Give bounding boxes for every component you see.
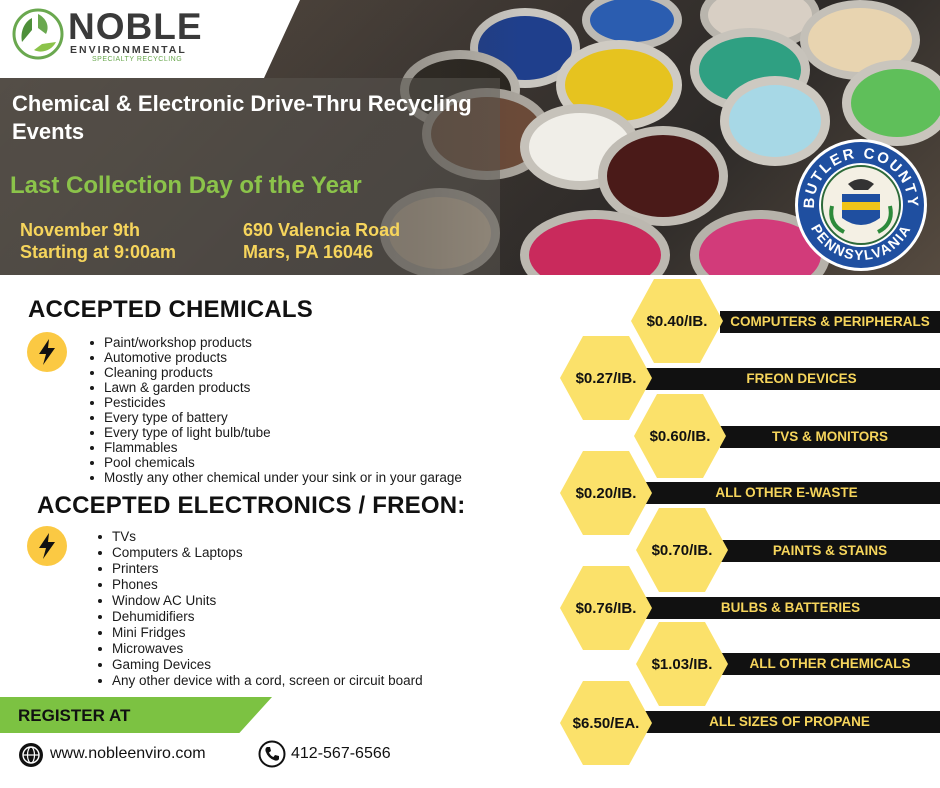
list-item: TVs [96,529,423,545]
price-label-bar: BULBS & BATTERIES [643,597,940,619]
list-item: Paint/workshop products [88,335,462,350]
price-label-bar: TVS & MONITORS [720,426,940,448]
electronics-heading: ACCEPTED ELECTRONICS / FREON: [37,492,466,519]
list-item: Every type of battery [88,410,462,425]
register-label: REGISTER AT [18,706,131,725]
price-label-bar: ALL OTHER CHEMICALS [720,653,940,675]
last-day-banner: Last Collection Day of the Year [10,172,362,199]
price-hexagon: $6.50/EA. [560,681,652,765]
list-item: Dehumidifiers [96,609,423,625]
price-hexagon: $0.70/IB. [636,508,728,592]
chemicals-list: Paint/workshop products Automotive produ… [88,335,462,485]
list-item: Any other device with a cord, screen or … [96,673,423,689]
price-value: $0.40/IB. [646,312,708,330]
website-link[interactable]: www.nobleenviro.com [50,745,206,762]
price-label-bar: COMPUTERS & PERIPHERALS [720,311,940,333]
list-item: Window AC Units [96,593,423,609]
price-value: $0.27/IB. [575,369,637,387]
logo-tagline: SPECIALTY RECYCLING [92,56,183,63]
paint-can [598,126,728,226]
list-item: Pesticides [88,395,462,410]
event-title: Chemical & Electronic Drive-Thru Recycli… [12,91,472,144]
list-item: Gaming Devices [96,657,423,673]
paint-can [690,210,830,275]
register-banner: REGISTER AT [0,697,272,733]
lightning-bolt-icon [27,332,67,372]
price-label-bar: ALL OTHER E-WASTE [643,482,940,504]
electronics-list: TVs Computers & Laptops Printers Phones … [96,529,423,689]
price-label-bar: ALL SIZES OF PROPANE [643,711,940,733]
logo-subtitle: ENVIRONMENTAL [70,44,187,56]
paint-can [720,76,830,166]
date-line: November 9th [20,220,141,240]
paint-can [842,60,940,146]
price-hexagon: $0.76/IB. [560,566,652,650]
list-item: Automotive products [88,350,462,365]
price-hexagon: $0.20/IB. [560,451,652,535]
price-value: $0.70/IB. [651,541,713,559]
list-item: Phones [96,577,423,593]
price-value: $1.03/IB. [651,655,713,673]
price-value: $0.20/IB. [575,484,637,502]
list-item: Computers & Laptops [96,545,423,561]
globe-icon [19,743,43,767]
lightning-bolt-icon [27,526,67,566]
street-line: 690 Valencia Road [243,220,401,240]
hero-banner: NOBLE ENVIRONMENTAL SPECIALTY RECYCLING … [0,0,940,275]
event-date: November 9th Starting at 9:00am [20,219,176,263]
price-hexagon: $0.60/IB. [634,394,726,478]
price-value: $0.60/IB. [649,427,711,445]
phone-icon [258,740,286,768]
list-item: Mostly any other chemical under your sin… [88,470,462,485]
county-seal-icon: BUTLER COUNTY PENNSYLVANIA [795,139,927,271]
price-hexagon: $1.03/IB. [636,622,728,706]
chemicals-heading: ACCEPTED CHEMICALS [28,296,313,323]
price-label-bar: FREON DEVICES [643,368,940,390]
list-item: Flammables [88,440,462,455]
event-address: 690 Valencia Road Mars, PA 16046 [243,219,400,263]
list-item: Printers [96,561,423,577]
price-hexagon: $0.40/IB. [631,279,723,363]
phone-link[interactable]: 412-567-6566 [291,745,391,762]
list-item: Mini Fridges [96,625,423,641]
title-panel [0,78,500,275]
list-item: Pool chemicals [88,455,462,470]
list-item: Every type of light bulb/tube [88,425,462,440]
recycle-leaf-logo-icon [12,8,64,60]
price-value: $6.50/EA. [572,714,640,732]
price-hexagon: $0.27/IB. [560,336,652,420]
list-item: Cleaning products [88,365,462,380]
list-item: Microwaves [96,641,423,657]
logo-wordmark: NOBLE [68,6,203,47]
paint-can [520,210,670,275]
time-line: Starting at 9:00am [20,242,177,262]
city-line: Mars, PA 16046 [243,242,374,262]
price-label-bar: PAINTS & STAINS [720,540,940,562]
list-item: Lawn & garden products [88,380,462,395]
price-value: $0.76/IB. [575,599,637,617]
